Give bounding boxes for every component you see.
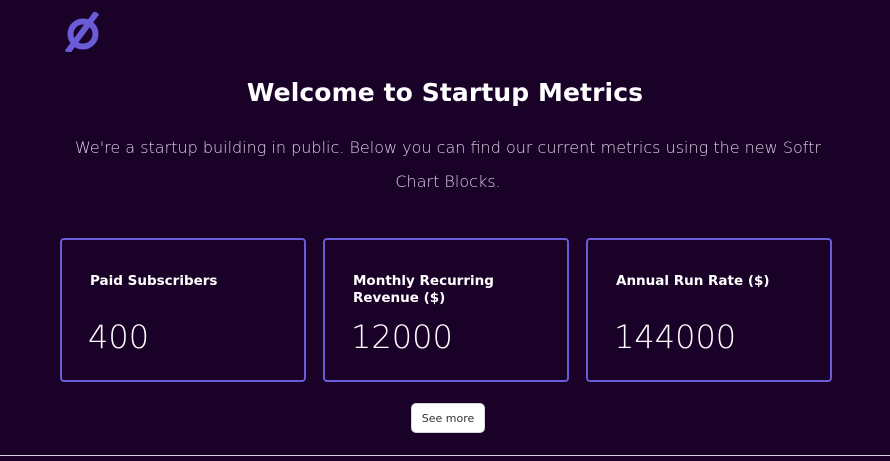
see-more-button[interactable]: See more: [411, 403, 485, 433]
metric-label: Monthly Recurring Revenue ($): [353, 273, 494, 306]
page-subtitle: We're a startup building in public. Belo…: [75, 138, 821, 191]
metric-label: Annual Run Rate ($): [616, 273, 770, 289]
metric-card-arr: Annual Run Rate ($) 144000: [586, 238, 832, 382]
metric-label: Paid Subscribers: [90, 273, 218, 289]
section-divider: [0, 455, 890, 461]
metric-value: 144000: [614, 318, 737, 356]
page-title: Welcome to Startup Metrics: [246, 78, 644, 107]
logo-icon[interactable]: [64, 12, 102, 52]
metric-card-paid-subscribers: Paid Subscribers 400: [60, 238, 306, 382]
metric-value: 400: [88, 318, 150, 356]
metric-value: 12000: [351, 318, 453, 356]
metric-card-mrr: Monthly Recurring Revenue ($) 12000: [323, 238, 569, 382]
